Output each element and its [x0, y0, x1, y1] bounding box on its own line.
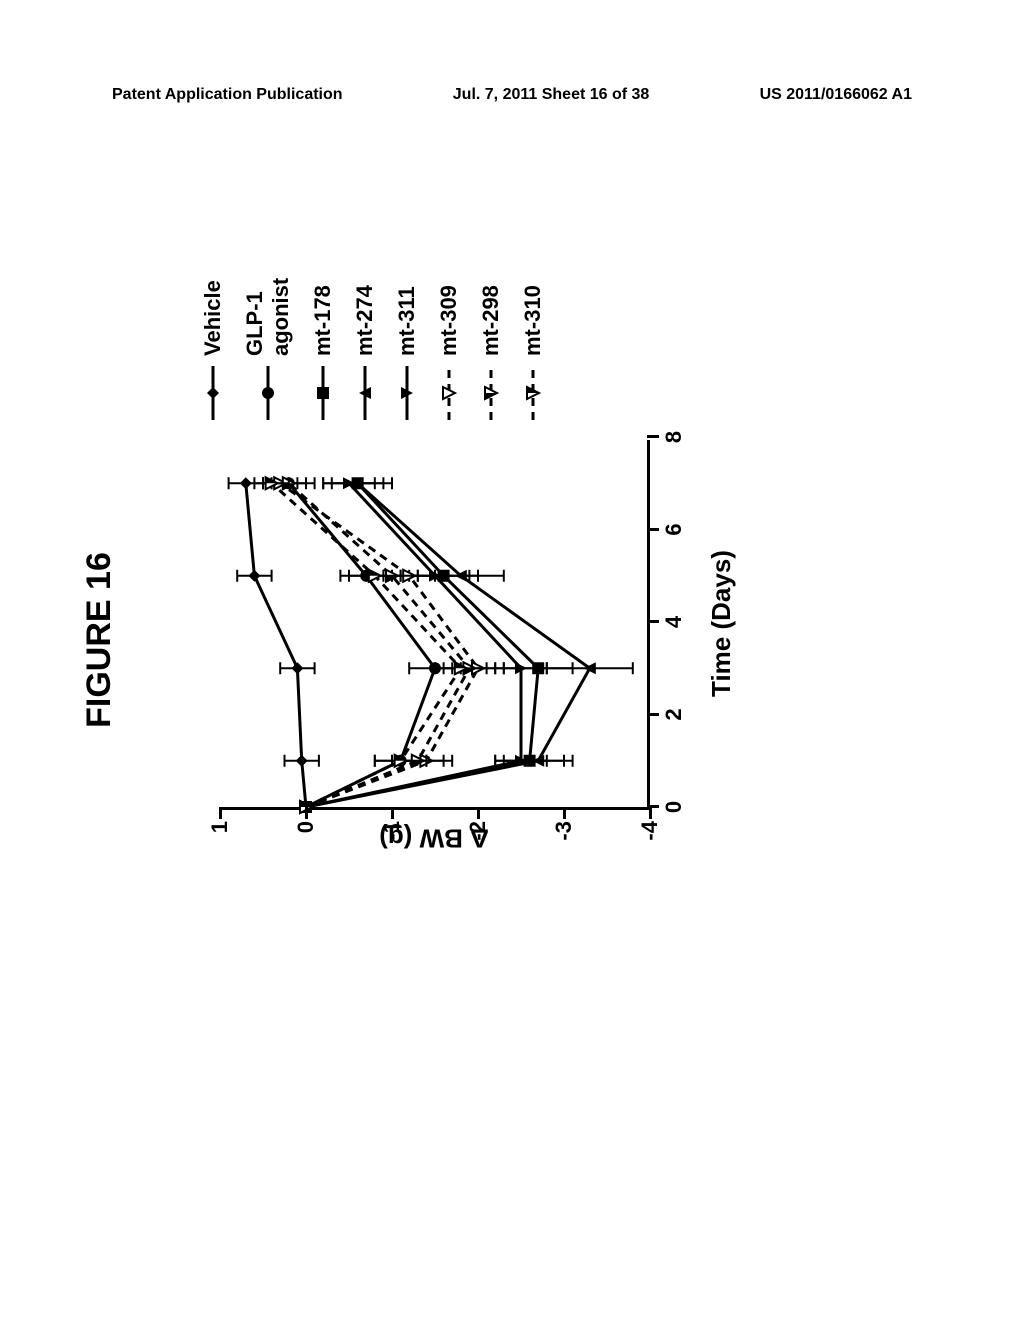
- chart-svg: [220, 437, 650, 807]
- y-tick: [391, 807, 394, 819]
- page-header: Patent Application Publication Jul. 7, 2…: [0, 86, 1024, 104]
- legend-label: mt-178: [310, 285, 336, 356]
- legend-item: Vehicle: [200, 278, 226, 420]
- header-center: Jul. 7, 2011 Sheet 16 of 38: [453, 86, 650, 104]
- y-tick: [649, 807, 652, 819]
- legend-item: mt-298: [478, 278, 504, 420]
- legend-item: mt-310: [520, 278, 546, 420]
- x-tick-label: 4: [661, 616, 687, 628]
- y-tick: [563, 807, 566, 819]
- legend-swatch: [481, 366, 501, 420]
- legend-swatch: [313, 366, 333, 420]
- y-tick: [305, 807, 308, 819]
- legend-swatch: [397, 366, 417, 420]
- legend-swatch: [203, 366, 223, 420]
- legend-label: Vehicle: [200, 280, 226, 356]
- x-tick: [647, 621, 659, 624]
- y-tick: [477, 807, 480, 819]
- legend: Vehicle GLP-1 agonist mt-178 mt-274 mt-311 mt…: [200, 278, 546, 420]
- x-tick: [647, 528, 659, 531]
- legend-label: mt-311: [394, 286, 420, 356]
- x-axis-title: Time (Days): [706, 550, 737, 697]
- x-tick-label: 6: [661, 523, 687, 535]
- legend-item: mt-274: [352, 278, 378, 420]
- legend-item: mt-311: [394, 278, 420, 420]
- header-left: Patent Application Publication: [112, 86, 343, 104]
- legend-swatch: [258, 366, 278, 420]
- x-tick-label: 0: [661, 801, 687, 813]
- legend-swatch: [523, 366, 543, 420]
- legend-item: mt-309: [436, 278, 462, 420]
- x-tick: [647, 436, 659, 439]
- y-tick: [219, 807, 222, 819]
- y-tick-label: -2: [465, 821, 491, 857]
- legend-label: mt-310: [520, 285, 546, 356]
- header-right: US 2011/0166062 A1: [760, 86, 912, 104]
- x-tick: [647, 713, 659, 716]
- y-tick-label: 0: [293, 821, 319, 857]
- x-tick-label: 8: [661, 431, 687, 443]
- legend-label: mt-274: [352, 285, 378, 356]
- plot-area: Time (Days) Δ BW (g) -4-3-2-101 02468: [220, 440, 650, 810]
- x-tick: [647, 806, 659, 809]
- legend-label: mt-298: [478, 285, 504, 356]
- y-tick-label: -4: [637, 821, 663, 857]
- y-tick-label: -3: [551, 821, 577, 857]
- y-tick-label: -1: [379, 821, 405, 857]
- legend-item: GLP-1 agonist: [242, 278, 294, 420]
- legend-swatch: [355, 366, 375, 420]
- legend-label: GLP-1 agonist: [242, 278, 294, 356]
- figure-title: FIGURE 16: [80, 552, 119, 728]
- legend-swatch: [439, 366, 459, 420]
- y-tick-label: 1: [207, 821, 233, 857]
- figure-container: FIGURE 16 Time (Days) Δ BW (g) -4-3-2-10…: [140, 380, 900, 900]
- legend-item: mt-178: [310, 278, 336, 420]
- x-tick-label: 2: [661, 708, 687, 720]
- legend-label: mt-309: [436, 285, 462, 356]
